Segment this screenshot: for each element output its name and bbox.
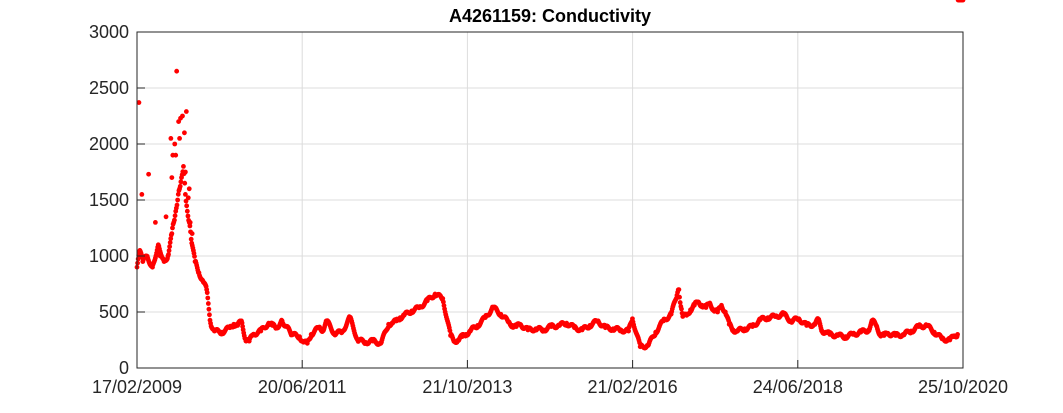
data-point bbox=[184, 208, 190, 214]
data-point bbox=[172, 213, 178, 219]
data-point-outlier bbox=[168, 136, 174, 141]
data-point-outlier bbox=[174, 68, 180, 74]
data-point bbox=[206, 306, 212, 312]
x-axis-ticks: 17/02/2009 20/06/2011 21/10/2013 21/02/2016… bbox=[92, 360, 1008, 397]
data-point-outlier bbox=[183, 109, 189, 114]
data-point bbox=[203, 284, 209, 289]
data-points bbox=[134, 0, 966, 351]
data-point-outlier bbox=[136, 100, 142, 105]
data-point bbox=[188, 236, 194, 242]
data-point bbox=[184, 203, 190, 209]
x-tick-label: 24/06/2018 bbox=[753, 377, 843, 397]
data-point bbox=[447, 328, 453, 334]
y-tick-label: 2500 bbox=[89, 78, 129, 98]
data-point-outlier bbox=[177, 136, 182, 141]
data-point bbox=[204, 290, 210, 296]
data-point bbox=[177, 183, 183, 189]
data-point-outlier bbox=[189, 231, 195, 237]
data-point bbox=[178, 179, 184, 185]
data-point bbox=[679, 306, 684, 312]
data-point bbox=[170, 221, 176, 227]
data-point bbox=[205, 295, 211, 301]
data-point bbox=[181, 164, 186, 169]
data-point-outlier bbox=[146, 171, 152, 177]
data-point bbox=[176, 188, 182, 193]
data-point bbox=[675, 287, 681, 293]
data-point bbox=[167, 244, 173, 249]
x-tick-label: 25/10/2020 bbox=[918, 377, 1008, 397]
data-point bbox=[187, 223, 193, 229]
x-tick-label: 21/02/2016 bbox=[588, 377, 678, 397]
data-point bbox=[166, 248, 172, 254]
data-point bbox=[170, 225, 175, 231]
data-point bbox=[175, 191, 181, 197]
data-point-outlier bbox=[163, 214, 169, 220]
data-point bbox=[135, 260, 140, 266]
y-tick-label: 1000 bbox=[89, 246, 129, 266]
data-point bbox=[172, 217, 177, 223]
data-point bbox=[168, 236, 174, 242]
data-point bbox=[175, 197, 181, 203]
data-point-outlier bbox=[139, 192, 145, 197]
data-point bbox=[960, 0, 965, 3]
data-point-outlier bbox=[187, 220, 193, 225]
data-point bbox=[165, 256, 170, 261]
grid-lines bbox=[137, 32, 963, 368]
data-point-outlier bbox=[169, 175, 175, 181]
y-tick-label: 3000 bbox=[89, 22, 129, 42]
data-point bbox=[205, 301, 211, 306]
x-tick-label: 21/10/2013 bbox=[422, 377, 512, 397]
data-point bbox=[207, 312, 212, 318]
data-point bbox=[185, 213, 191, 219]
data-point bbox=[182, 192, 188, 197]
data-point-outlier bbox=[185, 195, 191, 201]
data-point-outlier bbox=[173, 152, 179, 158]
data-point bbox=[166, 252, 171, 257]
data-point bbox=[192, 254, 197, 259]
data-point-outlier bbox=[182, 169, 188, 175]
y-axis-ticks: 0 500 1000 1500 2000 2500 3000 bbox=[89, 22, 145, 378]
data-point-outlier bbox=[182, 130, 187, 136]
data-point-outlier bbox=[180, 113, 185, 119]
data-point bbox=[677, 294, 682, 300]
data-point bbox=[677, 300, 683, 305]
data-point bbox=[168, 232, 174, 238]
data-point bbox=[174, 202, 180, 208]
data-point bbox=[167, 240, 173, 245]
data-point-outlier bbox=[152, 220, 158, 225]
chart-title: A4261159: Conductivity bbox=[449, 6, 651, 26]
data-point bbox=[440, 299, 446, 305]
data-point bbox=[182, 180, 188, 186]
y-tick-label: 0 bbox=[119, 358, 129, 378]
y-tick-label: 500 bbox=[99, 302, 129, 322]
data-point-outlier bbox=[186, 186, 192, 192]
data-point-outlier bbox=[157, 253, 163, 259]
x-tick-label: 17/02/2009 bbox=[92, 377, 182, 397]
data-point bbox=[954, 334, 960, 340]
data-point bbox=[207, 317, 213, 323]
y-tick-label: 1500 bbox=[89, 190, 129, 210]
data-point-outlier bbox=[172, 141, 178, 147]
x-tick-label: 20/06/2011 bbox=[258, 377, 347, 397]
y-tick-label: 2000 bbox=[89, 134, 129, 154]
